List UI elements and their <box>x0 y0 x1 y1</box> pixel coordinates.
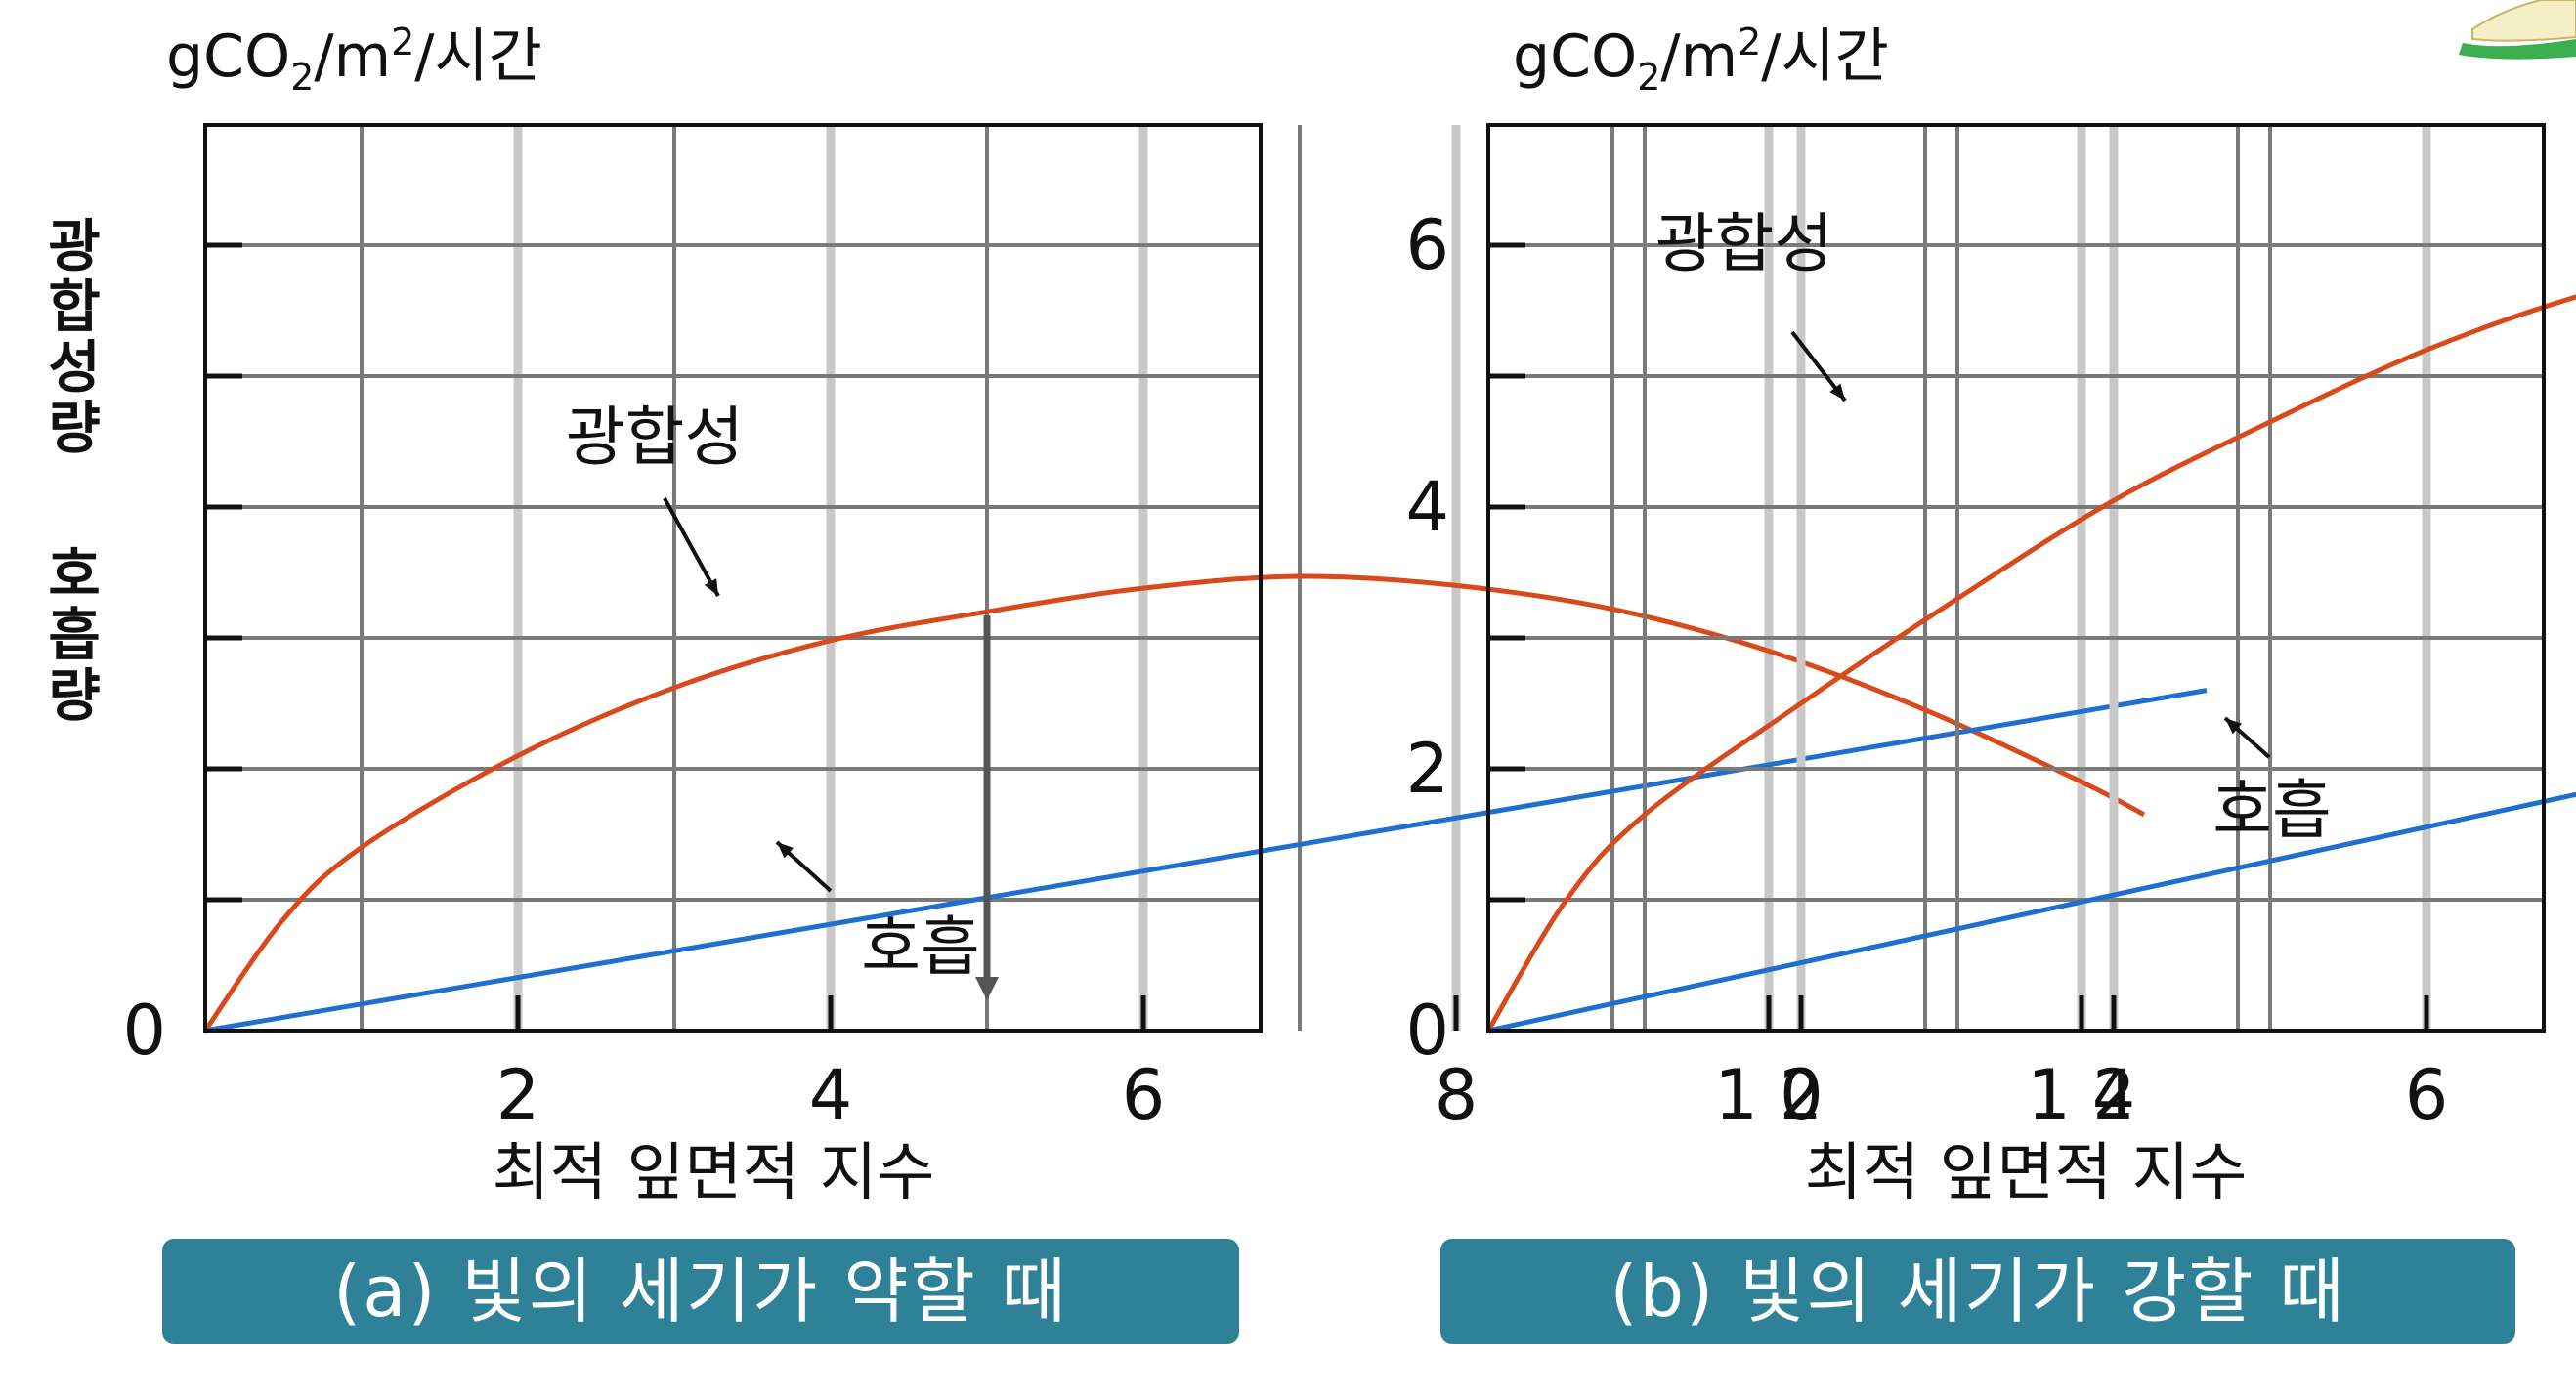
caption-b: (b) 빛의 세기가 강할 때 <box>1610 1250 2346 1332</box>
pointer-line <box>663 497 720 597</box>
y-axis-title-char: 광 <box>48 213 100 279</box>
x-tick-label: 2 <box>1780 1055 1824 1135</box>
x-tick-label: 4 <box>809 1055 853 1135</box>
x-tick-label: 4 <box>2092 1055 2136 1135</box>
x-tick-label: 1 2 <box>2027 1055 2135 1135</box>
series-a <box>202 573 2208 1034</box>
unit-label-b: gCO2/m2/시간 <box>1513 21 1889 99</box>
book-corner-icon <box>2459 0 2576 60</box>
pointer-arrowhead <box>777 842 794 859</box>
grid-b <box>1488 125 2544 1031</box>
photosynthesis-line <box>1485 294 2576 1033</box>
photosynthesis-label: 광합성 <box>566 400 744 475</box>
pointer-arrowhead <box>704 578 718 596</box>
y-tick-label: 4 <box>1405 467 1449 547</box>
y-axis-title-char: 호 <box>48 541 100 608</box>
caption-a: (a) 빛의 세기가 약할 때 <box>333 1250 1068 1332</box>
respiration-label: 호흡 <box>2212 773 2331 848</box>
y-tick-label: 0 <box>122 991 166 1071</box>
x-axis-label-a: 최적 잎면적 지수 <box>493 1137 935 1209</box>
respiration-line <box>204 688 2208 1034</box>
y-axis-title-char: 량 <box>48 662 100 729</box>
x-ticks-a: 2 4 6 8 1 0 1 2 <box>496 995 2136 1135</box>
y-axis-title-char: 합 <box>48 274 100 340</box>
caption-box-a <box>162 1239 1239 1344</box>
optimum-arrowhead <box>975 977 999 1000</box>
x-tick-label: 6 <box>2405 1055 2449 1135</box>
y-axis-title-char: 량 <box>48 395 100 461</box>
x-tick-label: 6 <box>1122 1055 1166 1135</box>
unit-label-a: gCO2/m2/시간 <box>166 21 542 99</box>
caption-box-b <box>1440 1239 2515 1344</box>
respiration-label: 호흡 <box>861 909 979 985</box>
x-tick-label: 2 <box>496 1055 540 1135</box>
y-tick-label: 2 <box>1405 729 1449 809</box>
y-ticks-a: 0 <box>122 242 242 1071</box>
x-axis-label-b: 최적 잎면적 지수 <box>1805 1137 2248 1209</box>
y-axis-title-char: 흡 <box>48 602 100 668</box>
series-b <box>1485 294 2576 1034</box>
plot-frame-b <box>1486 123 2546 1033</box>
y-tick-label: 0 <box>1405 991 1449 1071</box>
respiration-line <box>1487 791 2576 1034</box>
y-tick-label: 6 <box>1405 205 1449 285</box>
photosynthesis-line <box>202 573 2146 1033</box>
y-axis-title-char: 성 <box>48 334 100 401</box>
pointer-arrowhead <box>1829 383 1845 401</box>
pointer-arrowhead <box>2225 718 2243 735</box>
x-tick-label: 1 0 <box>1714 1055 1823 1135</box>
grid-a <box>205 125 2240 1031</box>
y-ticks-b: 0 2 4 6 <box>1405 205 1525 1071</box>
plot-frame-a <box>203 123 1263 1033</box>
photosynthesis-label: 광합성 <box>1655 206 1833 281</box>
x-tick-label: 8 <box>1435 1055 1479 1135</box>
